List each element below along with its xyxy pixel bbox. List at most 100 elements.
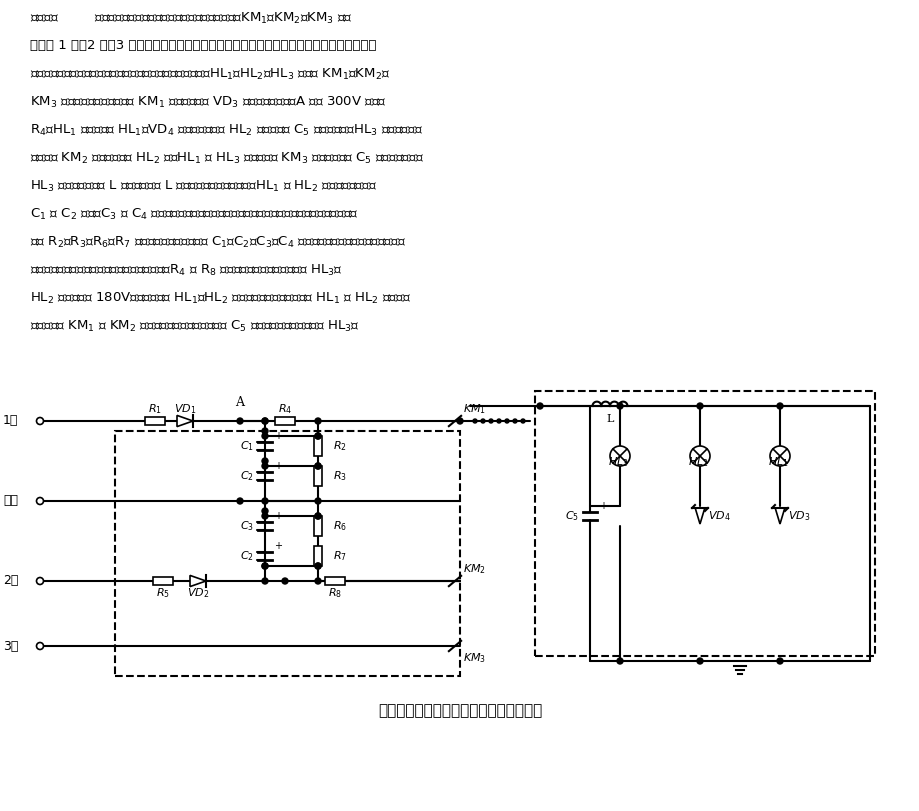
Text: +: + [274, 511, 282, 521]
Polygon shape [177, 415, 193, 427]
Text: $C_3$: $C_3$ [240, 519, 254, 533]
Circle shape [262, 418, 268, 424]
Text: $HL_1$: $HL_1$ [767, 455, 789, 469]
Circle shape [617, 658, 623, 664]
Circle shape [262, 513, 268, 519]
Circle shape [262, 508, 268, 514]
Circle shape [237, 418, 243, 424]
Text: 命；二是当 $\rm KM_1$ 和 $\rm KM_2$ 之间进行通、断转换时，限制 $\rm C_5$ 的充放电电流，避免点亮 $\rm HL_3$。: 命；二是当 $\rm KM_1$ 和 $\rm KM_2$ 之间进行通、断转换时… [30, 319, 359, 334]
Circle shape [315, 563, 321, 569]
Text: +: + [274, 461, 282, 471]
Circle shape [505, 419, 509, 423]
Circle shape [262, 418, 268, 424]
Circle shape [473, 419, 477, 423]
Text: $\rm HL_2$ 的电压约为 180V，既可以保证 $\rm HL_1$、$\rm HL_2$ 有足够的亮度，又可以延长 $\rm HL_1$ 和 $\rm: $\rm HL_2$ 的电压约为 180V，既可以保证 $\rm HL_1$、$… [30, 291, 411, 306]
Text: $R_5$: $R_5$ [156, 586, 170, 600]
Circle shape [37, 642, 43, 650]
Text: 1路: 1路 [3, 414, 18, 427]
Circle shape [315, 578, 321, 584]
Bar [115, 431, 460, 676]
Text: $HL_2$: $HL_2$ [687, 455, 709, 469]
Circle shape [315, 498, 321, 504]
Text: $R_1$: $R_1$ [148, 402, 162, 416]
Text: $R_4$: $R_4$ [278, 402, 292, 416]
Text: 源停电时，能使相应电容存储的电能迅速释放。$\rm R_4$ 和 $\rm R_8$ 的作用也有两个：一是使加到 $\rm HL_3$、: 源停电时，能使相应电容存储的电能迅速释放。$\rm R_4$ 和 $\rm R_… [30, 263, 343, 278]
Circle shape [315, 433, 321, 439]
Text: $R_6$: $R_6$ [333, 519, 347, 533]
Text: $C_1$: $C_1$ [240, 439, 254, 453]
Text: +: + [274, 541, 282, 551]
Bar [535, 391, 875, 656]
Text: 都停电的极特殊情况外，必定有而且只有一路接入负载电路。$\rm HL_1$、$\rm HL_2$、$\rm HL_3$ 分别是 $\rm KM_1$、$\rm : 都停电的极特殊情况外，必定有而且只有一路接入负载电路。$\rm HL_1$、$\… [30, 67, 391, 82]
Text: $R_3$: $R_3$ [333, 469, 347, 483]
Circle shape [37, 418, 43, 424]
Circle shape [315, 463, 321, 469]
Text: 2路: 2路 [3, 574, 18, 587]
Circle shape [690, 446, 710, 466]
Circle shape [262, 563, 268, 569]
Text: A: A [235, 396, 244, 409]
Text: 是控制 1 路、2 路、3 路电源接入负载电路的交流接触器的相应常开辅助触点。除了三路电源: 是控制 1 路、2 路、3 路电源接入负载电路的交流接触器的相应常开辅助触点。除… [30, 39, 377, 52]
Circle shape [497, 419, 501, 423]
Text: $KM_2$: $KM_2$ [463, 562, 486, 576]
Text: 电路如图         所示，其右边的虚线框内部分是指示灯显示部分。$\rm KM_1$、$\rm KM_2$、$\rm KM_3$ 分别: 电路如图 所示，其右边的虚线框内部分是指示灯显示部分。$\rm KM_1$、$\… [30, 11, 353, 26]
Circle shape [262, 428, 268, 434]
Text: $C_2$: $C_2$ [240, 469, 254, 483]
Circle shape [489, 419, 493, 423]
Text: $R_7$: $R_7$ [333, 549, 347, 563]
Circle shape [237, 498, 243, 504]
Circle shape [770, 446, 790, 466]
Circle shape [457, 418, 463, 424]
Circle shape [262, 578, 268, 584]
Circle shape [315, 418, 321, 424]
Bar [153, 577, 173, 585]
Circle shape [521, 419, 525, 423]
Text: $\rm C_1$ 与 $\rm C_2$ 串联，$\rm C_3$ 与 $\rm C_4$ 串联是为了降低电容的工作电压，从而降低电容的温升，增加可靠性。: $\rm C_1$ 与 $\rm C_2$ 串联，$\rm C_3$ 与 $\r… [30, 207, 358, 222]
Text: $C_5$: $C_5$ [565, 509, 579, 523]
Circle shape [513, 419, 517, 423]
Bar [275, 417, 295, 425]
Polygon shape [776, 508, 785, 524]
Circle shape [37, 497, 43, 504]
Text: 道理，当 $\rm KM_2$ 接通时，只有 $\rm HL_2$ 亮，$\rm HL_1$ 和 $\rm HL_3$ 均不亮。当 $\rm KM_3$ 接通时: 道理，当 $\rm KM_2$ 接通时，只有 $\rm HL_2$ 亮，$\rm… [30, 151, 424, 166]
Text: $HL_3$: $HL_3$ [607, 455, 629, 469]
Circle shape [262, 498, 268, 504]
Text: $VD_4$: $VD_4$ [708, 509, 731, 523]
Circle shape [262, 433, 268, 439]
Text: $VD_3$: $VD_3$ [788, 509, 811, 523]
Text: $\rm R_4$、$\rm HL_1$ 分压而点亮 $\rm HL_1$；$\rm VD_4$ 反偏截止，因此 $\rm HL_2$ 不亮；由于 $\rm C: $\rm R_4$、$\rm HL_1$ 分压而点亮 $\rm HL_1$；$\… [30, 123, 423, 138]
Circle shape [697, 403, 703, 409]
Circle shape [262, 563, 268, 569]
Circle shape [537, 403, 543, 409]
Text: $R_8$: $R_8$ [328, 586, 342, 600]
Circle shape [315, 463, 321, 469]
Text: $\rm KM_3$ 接通的指示灯。首先假定 $\rm KM_1$ 接通，二极管 $\rm VD_3$ 由于正偏而导通，A 点约 300V 电压经: $\rm KM_3$ 接通的指示灯。首先假定 $\rm KM_1$ 接通，二极管… [30, 95, 387, 110]
Bar [314, 466, 322, 486]
Text: +: + [599, 501, 607, 511]
Circle shape [315, 513, 321, 519]
Circle shape [262, 458, 268, 464]
Bar [314, 546, 322, 566]
Text: 电阻 $\rm R_2$、$\rm R_3$、$\rm R_6$、$\rm R_7$ 的作用有两个：一是均衡 $\rm C_1$、$\rm C_2$、$\rm : 电阻 $\rm R_2$、$\rm R_3$、$\rm R_6$、$\rm R_… [30, 235, 406, 250]
Circle shape [777, 658, 783, 664]
Text: $C_2$: $C_2$ [240, 549, 254, 563]
Circle shape [777, 403, 783, 409]
Text: $VD_1$: $VD_1$ [174, 402, 196, 416]
Text: $KM_1$: $KM_1$ [463, 402, 486, 416]
Text: $\rm HL_3$ 亮，又由于电感 L 的作用，通过 L 的电流只有几毫安，因此，$\rm HL_1$ 和 $\rm HL_2$ 均不亮。滤波电容: $\rm HL_3$ 亮，又由于电感 L 的作用，通过 L 的电流只有几毫安，因… [30, 179, 377, 194]
Bar [314, 516, 322, 536]
Circle shape [282, 578, 288, 584]
Text: 三路互备自投供电装置远距离指示灯电路: 三路互备自投供电装置远距离指示灯电路 [378, 703, 542, 719]
Bar [145, 417, 165, 425]
Circle shape [610, 446, 630, 466]
Text: $KM_3$: $KM_3$ [463, 651, 486, 665]
Text: L: L [607, 414, 614, 424]
Text: 3路: 3路 [3, 640, 18, 653]
Text: 零线: 零线 [3, 495, 18, 508]
Text: $R_2$: $R_2$ [333, 439, 346, 453]
Circle shape [262, 463, 268, 469]
Circle shape [697, 658, 703, 664]
Polygon shape [695, 508, 705, 524]
Circle shape [617, 403, 623, 409]
Bar [325, 577, 345, 585]
